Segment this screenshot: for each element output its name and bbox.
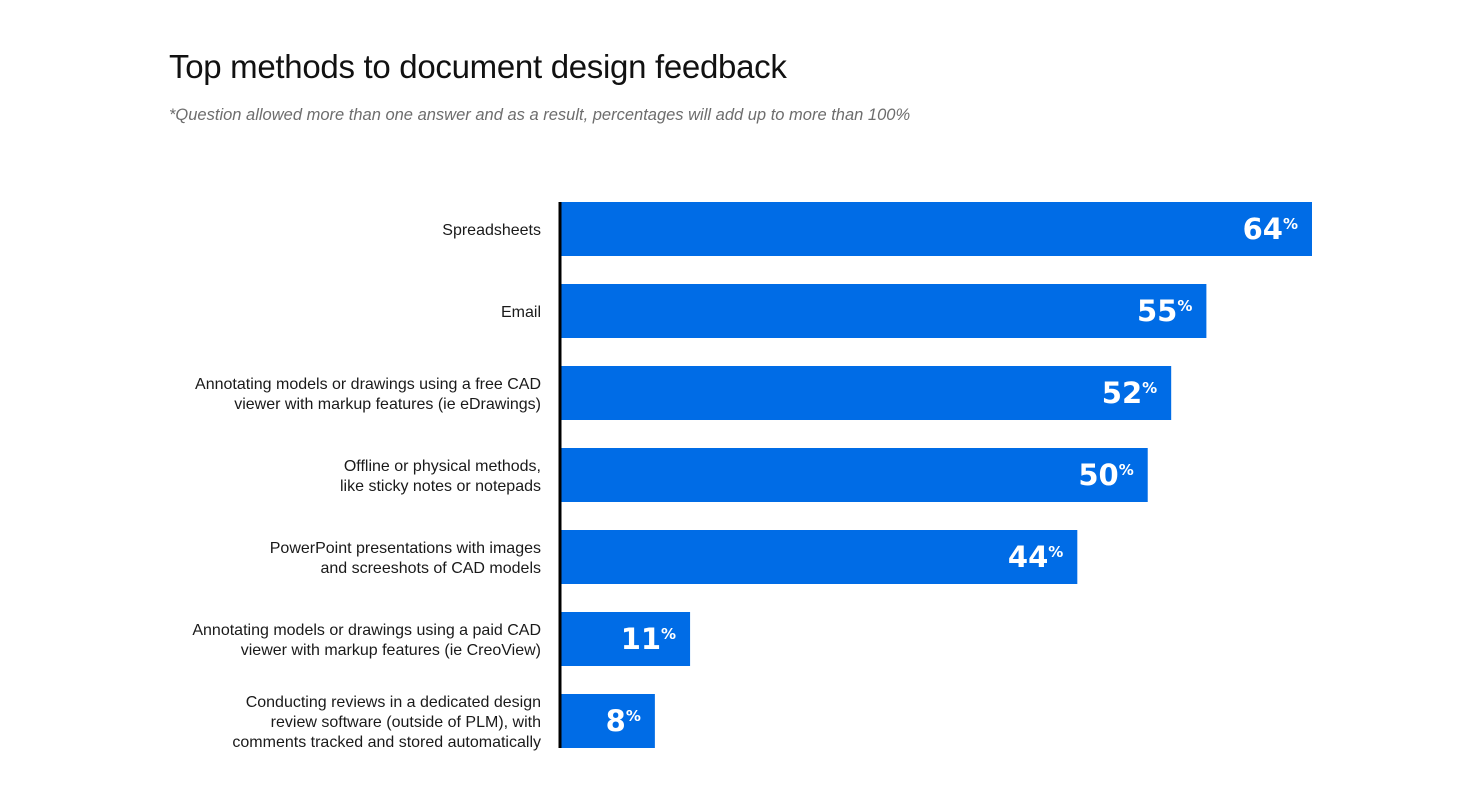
data-label: 52% [1102,376,1157,410]
data-label: 11% [621,622,676,656]
category-label: Email [501,304,541,321]
data-label: 44% [1008,540,1063,574]
category-label: Annotating models or drawings using a fr… [195,376,541,413]
data-label: 55% [1137,294,1192,328]
category-label: PowerPoint presentations with images and … [270,540,541,577]
category-label: Spreadsheets [442,222,541,239]
bar [561,284,1207,338]
data-label: 8% [606,704,641,738]
category-label: Offline or physical methods, like sticky … [340,458,541,495]
bar [561,530,1078,584]
chart-subtitle: *Question allowed more than one answer a… [169,106,911,124]
chart-title: Top methods to document design feedback [169,48,787,85]
bar [561,448,1148,502]
bar [561,612,691,666]
category-label: Annotating models or drawings using a pa… [192,622,541,659]
bar [561,366,1172,420]
bar [561,202,1312,256]
category-label: Conducting reviews in a dedicated design… [232,694,541,751]
bar [561,694,655,748]
data-label: 50% [1078,458,1133,492]
data-label: 64% [1243,212,1298,246]
